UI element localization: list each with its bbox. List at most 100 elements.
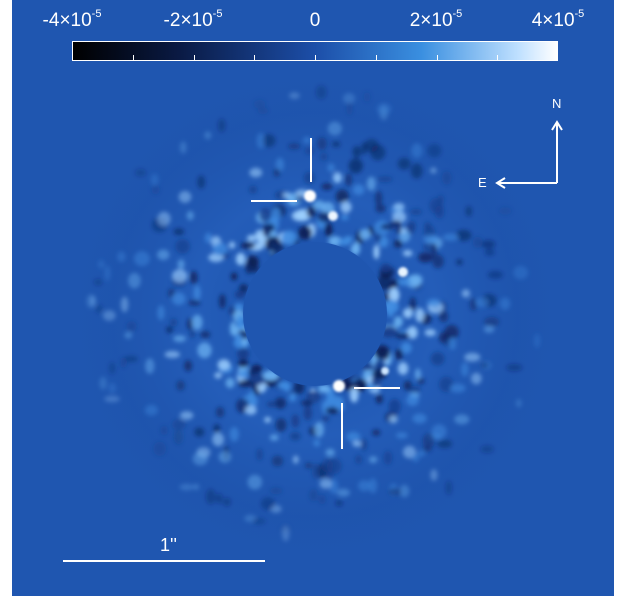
speckle: [414, 368, 421, 381]
speckle: [373, 244, 380, 260]
speckle: [480, 362, 489, 369]
speckle: [410, 163, 423, 179]
speckle: [315, 85, 327, 100]
speckle: [248, 185, 258, 194]
source-south: [333, 380, 345, 392]
speckle: [187, 318, 194, 331]
speckle: [345, 173, 353, 187]
speckle: [237, 370, 250, 378]
speckle: [370, 144, 386, 161]
colorbar-tick: [133, 55, 134, 60]
speckle: [281, 525, 290, 542]
speckle: [126, 321, 137, 332]
source-2: [328, 211, 338, 221]
speckle: [235, 252, 246, 266]
speckle: [236, 315, 245, 330]
speckle: [480, 445, 494, 454]
speckle: [179, 483, 194, 491]
speckle: [218, 451, 232, 463]
speckle: [409, 220, 416, 232]
speckle: [475, 297, 489, 308]
speckle: [390, 279, 400, 287]
speckle: [171, 292, 186, 306]
speckle: [172, 269, 188, 283]
speckle: [269, 487, 283, 495]
speckle: [157, 249, 170, 261]
speckle: [230, 272, 238, 281]
speckle: [153, 441, 167, 457]
speckle: [500, 297, 511, 310]
speckle: [402, 249, 413, 257]
speckle: [275, 418, 287, 432]
speckle: [288, 193, 299, 203]
source-3: [398, 267, 408, 277]
speckle: [388, 488, 402, 496]
speckle: [313, 439, 321, 447]
speckle: [515, 398, 522, 408]
speckle: [397, 278, 411, 286]
speckle: [426, 298, 441, 307]
speckle: [102, 310, 116, 321]
speckle: [217, 118, 226, 133]
speckle: [188, 299, 201, 306]
speckle: [169, 318, 178, 327]
speckle: [256, 448, 263, 461]
speckle: [213, 423, 221, 434]
speckle: [184, 360, 193, 372]
speckle: [238, 379, 254, 388]
speckle: [117, 251, 126, 262]
speckle: [98, 259, 105, 269]
speckle: [264, 416, 272, 423]
speckle: [360, 438, 368, 451]
speckle: [245, 405, 257, 415]
speckle: [418, 252, 433, 263]
speckle: [335, 499, 343, 507]
speckle: [253, 99, 266, 109]
speckle: [331, 141, 341, 148]
speckle: [228, 241, 236, 249]
speckle: [441, 171, 452, 185]
compass-north-label: N: [552, 96, 562, 111]
speckle: [151, 185, 160, 195]
speckle: [412, 453, 420, 463]
speckle: [321, 183, 333, 191]
speckle: [157, 211, 171, 226]
speckle: [430, 243, 438, 258]
speckle: [412, 413, 427, 424]
speckle: [270, 242, 284, 253]
speckle: [86, 294, 96, 309]
speckle: [375, 190, 383, 206]
speckle: [229, 427, 239, 442]
speckle: [430, 167, 437, 174]
speckle: [322, 458, 334, 473]
speckle: [252, 517, 266, 525]
speckle: [327, 163, 335, 172]
speckle: [271, 455, 284, 467]
speckle: [194, 427, 205, 437]
speckle: [376, 103, 392, 115]
speckle: [175, 239, 190, 254]
colorbar-tick: [376, 55, 377, 60]
speckle: [352, 440, 362, 447]
speckle: [164, 350, 180, 359]
speckle: [104, 265, 111, 281]
speckle: [289, 431, 301, 441]
speckle: [192, 452, 208, 466]
speckle: [214, 372, 222, 379]
speckle: [332, 171, 343, 184]
speckle: [249, 167, 263, 178]
speckle: [395, 332, 410, 339]
speckle: [319, 478, 332, 489]
speckle: [432, 254, 444, 269]
speckle: [197, 342, 212, 359]
speckle: [281, 230, 297, 245]
speckle: [304, 147, 315, 155]
speckle: [246, 234, 257, 242]
speckle: [229, 321, 237, 336]
speckle: [359, 228, 371, 240]
compass: [495, 120, 563, 189]
speckle: [329, 396, 344, 407]
speckle: [327, 121, 342, 136]
speckle: [337, 238, 351, 246]
speckle: [464, 352, 481, 362]
